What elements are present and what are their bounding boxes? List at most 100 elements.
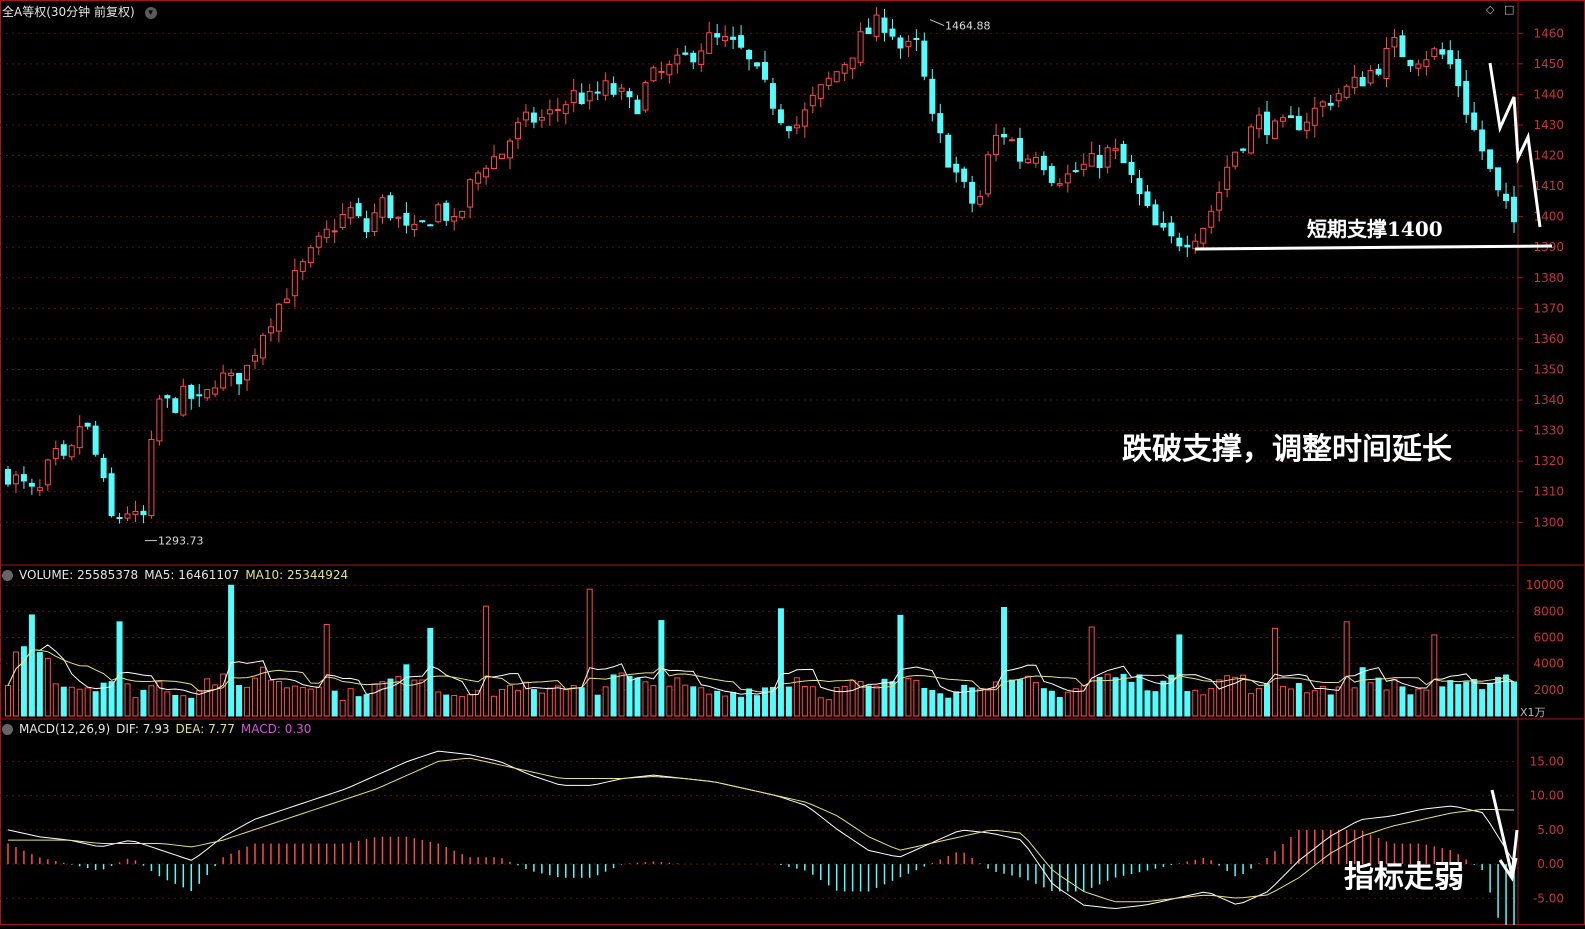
candle-body	[323, 228, 330, 239]
volume-bar	[865, 685, 872, 717]
candle-body	[993, 134, 1000, 155]
volume-bar	[299, 686, 306, 717]
volume-bar	[1423, 689, 1430, 717]
candle-body	[36, 487, 43, 491]
candle-body	[395, 216, 402, 219]
chart-title-bar[interactable]: 全A等权(30分钟 前复权) ▾	[2, 3, 163, 20]
candle-body	[690, 52, 697, 63]
volume-bar	[1431, 634, 1438, 717]
candle-body	[1016, 138, 1023, 162]
candle-body	[20, 474, 27, 482]
candle-body	[586, 90, 593, 102]
volume-bar	[68, 686, 75, 717]
candle-body	[1447, 50, 1454, 65]
volume-settings-icon[interactable]	[2, 570, 13, 581]
candle-body	[1503, 193, 1510, 202]
candle-body	[443, 202, 450, 221]
candle-body	[172, 398, 179, 413]
candle-body	[562, 104, 569, 114]
candle-body	[514, 122, 521, 140]
volume-bar	[650, 685, 657, 717]
price-tick-label: 1310	[1533, 485, 1564, 499]
candle-body	[347, 207, 354, 219]
volume-bar	[1263, 684, 1270, 717]
candle-body	[84, 422, 91, 427]
volume-bar	[259, 666, 266, 717]
candle-body	[483, 167, 490, 178]
candle-body	[618, 87, 625, 92]
candle-body	[1399, 35, 1406, 58]
volume-bar	[1192, 689, 1199, 717]
volume-bar	[977, 688, 984, 717]
volume-ma10-line	[7, 649, 1515, 693]
candle-body	[977, 195, 984, 205]
candle-body	[339, 213, 346, 228]
candle-body	[1144, 191, 1151, 206]
volume-value: VOLUME: 25585378	[19, 568, 139, 582]
price-tick-label: 1360	[1533, 332, 1564, 346]
candle-body	[506, 140, 513, 159]
candle-body	[1136, 178, 1143, 195]
candle-body	[1359, 76, 1366, 87]
candle-body	[1080, 163, 1087, 170]
candle-body	[809, 94, 816, 107]
volume-ma5: MA5: 16461107	[144, 568, 240, 582]
macd-dea-line	[7, 757, 1515, 903]
volume-bar	[825, 699, 832, 717]
volume-bar	[92, 691, 99, 717]
volume-bar	[379, 681, 386, 717]
candle-body	[204, 389, 211, 399]
candle-body	[435, 204, 442, 223]
candle-body	[873, 14, 880, 37]
candle-body	[252, 354, 259, 362]
candle-body	[1287, 115, 1294, 119]
candle-body	[1104, 147, 1111, 168]
volume-unit-label: X1万	[1520, 706, 1546, 719]
volume-bar	[833, 687, 840, 717]
volume-bar	[546, 687, 553, 717]
restore-icon[interactable]: ◇	[1486, 3, 1495, 16]
candle-body	[1184, 244, 1191, 248]
volume-bar	[1351, 687, 1358, 717]
candle-body	[44, 459, 51, 486]
candle-body	[451, 215, 458, 222]
price-tick-label: 1330	[1533, 424, 1564, 438]
candle-body	[1040, 155, 1047, 171]
volume-bar	[1080, 684, 1087, 717]
candle-body	[403, 212, 410, 226]
candle-body	[969, 181, 976, 204]
volume-bar	[1032, 682, 1039, 717]
candle-body	[538, 116, 545, 121]
candle-body	[546, 109, 553, 115]
chevron-down-icon[interactable]: ▾	[144, 6, 157, 19]
volume-bar	[793, 677, 800, 717]
volume-bar	[754, 695, 761, 717]
price-tick-label: 1340	[1533, 393, 1564, 407]
macd-settings-icon[interactable]	[2, 724, 13, 735]
volume-tick-label: 4000	[1533, 657, 1564, 671]
volume-bar	[698, 687, 705, 717]
volume-bar	[929, 689, 936, 717]
volume-bar	[60, 686, 67, 717]
volume-bar	[156, 681, 163, 717]
macd-value: MACD: 0.30	[240, 722, 312, 736]
volume-bar	[1024, 675, 1031, 717]
candle-body	[499, 153, 506, 159]
candle-body	[1303, 121, 1310, 132]
candle-body	[1200, 227, 1207, 244]
maximize-icon[interactable]: □	[1504, 3, 1515, 16]
candle-body	[849, 57, 856, 70]
volume-bar	[44, 657, 51, 717]
candle-body	[180, 385, 187, 416]
price-tick-label: 1410	[1533, 179, 1564, 193]
candle-body	[1311, 107, 1318, 126]
volume-bar	[1335, 686, 1342, 717]
volume-bar	[315, 686, 322, 717]
candle-body	[1279, 117, 1286, 122]
candle-body	[1216, 191, 1223, 211]
volume-bar	[1463, 681, 1470, 717]
volume-bar	[1399, 686, 1406, 717]
volume-bar	[554, 685, 561, 717]
candle-body	[714, 33, 721, 38]
